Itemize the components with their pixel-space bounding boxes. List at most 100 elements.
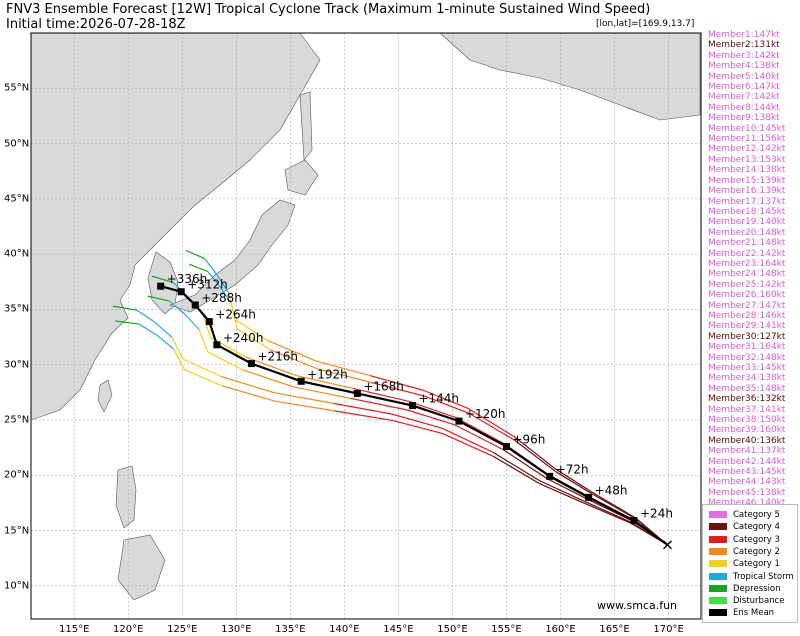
member-track-segment bbox=[168, 300, 185, 314]
member-label: Member30:127kt bbox=[708, 331, 786, 342]
land-layer bbox=[30, 32, 701, 601]
y-tick-label: 10°N bbox=[4, 580, 30, 592]
member-label: Member16:139kt bbox=[708, 186, 786, 197]
ens-mean-time-label: +264h bbox=[215, 308, 256, 322]
member-track-segment bbox=[236, 328, 271, 351]
legend-item: Disturbance bbox=[709, 595, 784, 607]
ens-mean-marker bbox=[546, 472, 554, 480]
ens-mean-marker bbox=[630, 517, 638, 525]
legend-swatch bbox=[709, 609, 727, 617]
grid-lines bbox=[31, 33, 701, 619]
x-tick-label: 120°E bbox=[113, 624, 144, 635]
x-tick-label: 165°E bbox=[599, 624, 630, 635]
ens-mean-time-label: +240h bbox=[223, 331, 264, 345]
legend-swatch bbox=[709, 584, 727, 592]
member-label: Member29:141kt bbox=[708, 321, 786, 332]
legend-item: Category 4 bbox=[709, 521, 780, 533]
member-track-segment bbox=[155, 334, 175, 350]
member-label: Member35:148kt bbox=[708, 383, 786, 394]
legend-label: Depression bbox=[733, 583, 781, 594]
member-track-segment bbox=[198, 329, 209, 353]
member-track-segment bbox=[592, 493, 637, 520]
member-label: Member42:144kt bbox=[708, 456, 786, 467]
member-label: Member37:141kt bbox=[708, 404, 786, 415]
member-label: Member19:140kt bbox=[708, 217, 786, 228]
member-track-segment bbox=[492, 451, 540, 482]
member-label: Member9:138kt bbox=[708, 113, 780, 124]
legend-item: Category 1 bbox=[709, 558, 780, 570]
legend-label: Ens Mean bbox=[733, 608, 775, 619]
member-label: Member14:138kt bbox=[708, 165, 786, 176]
member-track-segment bbox=[204, 258, 218, 275]
ens-mean-marker bbox=[455, 417, 463, 425]
ens-mean-time-label: +24h bbox=[640, 507, 673, 521]
chart-title: FNV3 Ensemble Forecast [12W] Tropical Cy… bbox=[6, 2, 651, 17]
lonlat-readout: [lon,lat]=[169.9,13.7] bbox=[596, 19, 695, 29]
member-track-segment bbox=[234, 318, 268, 342]
member-track-segment bbox=[138, 323, 157, 336]
x-tick-label: 170°E bbox=[653, 624, 684, 635]
land-kamchatka bbox=[439, 32, 701, 121]
member-label: Member32:148kt bbox=[708, 352, 786, 363]
member-label: Member22:142kt bbox=[708, 248, 786, 259]
member-track-segment bbox=[424, 395, 470, 414]
member-track-segment bbox=[334, 410, 394, 422]
member-label: Member1:147kt bbox=[708, 30, 780, 40]
member-track-segment bbox=[454, 424, 504, 450]
member-label: Member46:140kt bbox=[708, 498, 800, 508]
member-track-segment bbox=[269, 348, 318, 370]
member-label: Member21:148kt bbox=[708, 238, 786, 249]
legend-item: Depression bbox=[709, 583, 781, 595]
member-track-segment bbox=[188, 263, 208, 272]
member-track-segment bbox=[455, 417, 505, 445]
member-label: Member11:156kt bbox=[708, 134, 786, 145]
x-tick-label: 145°E bbox=[383, 624, 414, 635]
member-track-segment bbox=[333, 402, 393, 415]
ens-mean-time-label: +288h bbox=[201, 291, 242, 305]
x-tick-label: 160°E bbox=[545, 624, 576, 635]
member-track-segment bbox=[586, 498, 634, 522]
member-track-segment bbox=[273, 392, 334, 404]
legend-item: Category 3 bbox=[709, 534, 780, 546]
ens-mean-marker bbox=[502, 443, 510, 451]
member-track-segment bbox=[147, 295, 170, 302]
ens-mean-marker bbox=[408, 402, 416, 410]
member-label: Member15:139kt bbox=[708, 175, 786, 186]
member-track-segment bbox=[371, 381, 425, 397]
member-list: Member1:147kt Member2:131kt Member3:142kt M… bbox=[708, 30, 800, 561]
legend-item: Ens Mean bbox=[709, 607, 774, 619]
member-track-segment bbox=[467, 407, 514, 437]
member-label: Member44:143kt bbox=[708, 477, 786, 488]
member-label: Member24:148kt bbox=[708, 269, 786, 280]
legend-swatch bbox=[709, 547, 727, 555]
legend-label: Category 2 bbox=[733, 546, 780, 557]
land-taiwan bbox=[97, 379, 113, 413]
member-track-segment bbox=[539, 480, 583, 501]
legend-label: Tropical Storm bbox=[733, 571, 794, 582]
member-label: Member39:160kt bbox=[708, 425, 786, 436]
y-tick-label: 40°N bbox=[4, 248, 30, 260]
ens-mean-marker bbox=[247, 360, 255, 368]
member-label: Member7:142kt bbox=[708, 92, 780, 103]
member-label: Member23:164kt bbox=[708, 258, 786, 269]
member-label: Member41:137kt bbox=[708, 446, 786, 457]
category-legend: Category 5 Category 4 Category 3 Category 2… bbox=[702, 504, 798, 623]
legend-item: Category 2 bbox=[709, 546, 780, 558]
legend-swatch bbox=[709, 560, 727, 568]
member-track-segment bbox=[493, 455, 541, 485]
member-track-segment bbox=[219, 285, 233, 305]
initial-time: Initial time:2026-07-28-18Z bbox=[6, 17, 186, 32]
ens-mean-marker bbox=[157, 282, 165, 290]
member-label: Member31:164kt bbox=[708, 342, 786, 353]
initial-position-marker bbox=[663, 540, 672, 550]
x-tick-label: 125°E bbox=[167, 624, 198, 635]
member-label: Member26:160kt bbox=[708, 290, 786, 301]
y-tick-label: 25°N bbox=[4, 414, 30, 426]
ens-mean-time-label: +168h bbox=[363, 379, 404, 393]
legend-swatch bbox=[709, 572, 727, 580]
land-asia-mainland bbox=[30, 32, 321, 421]
y-tick-label: 15°N bbox=[4, 525, 30, 537]
plot-frame bbox=[30, 32, 702, 620]
member-track-segment bbox=[442, 432, 494, 458]
x-tick-label: 140°E bbox=[329, 624, 360, 635]
